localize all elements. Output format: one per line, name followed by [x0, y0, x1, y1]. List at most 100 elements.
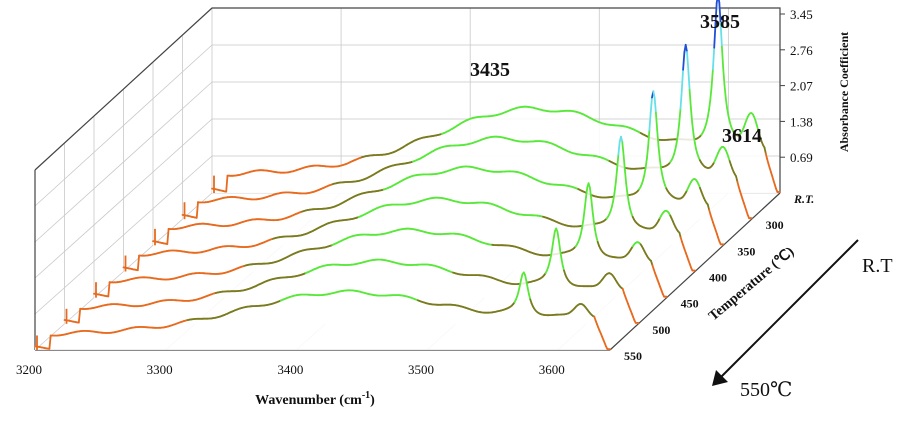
- temperature-tick-label: 450: [681, 297, 699, 311]
- series-line-segment: [552, 230, 556, 240]
- series-550: [34, 271, 611, 351]
- series-line-segment: [579, 226, 583, 235]
- series-line-segment: [718, 1, 722, 24]
- series-400: [122, 135, 696, 272]
- series-line-segment: [714, 2, 718, 25]
- series-line-segment: [710, 68, 714, 88]
- temperature-tick-label: 400: [709, 271, 727, 285]
- series-line-segment: [705, 116, 709, 124]
- series-line-segment: [679, 89, 683, 110]
- series-line-segment: [735, 175, 739, 183]
- series-line-segment: [560, 257, 564, 267]
- series-line-segment: [524, 274, 528, 283]
- series-line-segment: [712, 46, 716, 71]
- temperature-tick-label: 550: [624, 349, 642, 363]
- series-line-segment: [649, 96, 653, 114]
- series-line-segment: [644, 157, 648, 169]
- series-line-segment: [556, 231, 560, 242]
- x-tick-label: 3400: [277, 362, 303, 377]
- z-axis-label: Absorbance Coefficient: [837, 32, 851, 152]
- series-line-segment: [620, 135, 624, 144]
- z-tick-label: 3.45: [790, 7, 813, 22]
- series-450: [93, 182, 668, 298]
- x-axis-label-close: ): [370, 393, 375, 408]
- series-line-segment: [518, 278, 522, 287]
- series-line-segment: [721, 45, 725, 69]
- series-line-segment: [642, 174, 646, 182]
- series-line-segment: [690, 107, 694, 124]
- series-line-segment: [686, 51, 690, 71]
- series-line-segment: [658, 157, 662, 170]
- series-line-segment: [166, 227, 170, 245]
- series-line-segment: [661, 174, 665, 183]
- series-line-segment: [557, 239, 561, 251]
- temperature-tick-label: 500: [652, 323, 670, 337]
- series-line-segment: [77, 307, 82, 324]
- series-line-segment: [655, 111, 659, 132]
- temperature-arrow-head: [712, 370, 728, 386]
- series-line-segment: [727, 114, 731, 123]
- series-line-segment: [708, 99, 712, 111]
- series-line-segment: [646, 144, 650, 160]
- z-tick-label: 1.38: [790, 114, 813, 129]
- series-line-segment: [627, 201, 631, 210]
- series-line-segment: [561, 264, 565, 272]
- series-line-segment: [719, 22, 723, 48]
- series-line-segment: [612, 191, 616, 202]
- temperature-tick-label: 350: [737, 244, 755, 258]
- tick-labels: 3200 3300 3400 3500 3600 0.69 1.38 2.07 2.76 3.45…: [16, 7, 814, 377]
- series-line-segment: [684, 43, 688, 53]
- series-line-segment: [585, 186, 589, 199]
- x-axis-label: Wavenumber (cm-1): [255, 390, 375, 408]
- series-line-segment: [225, 174, 229, 193]
- series-line-segment: [706, 109, 710, 119]
- z-tick-label: 2.76: [790, 43, 813, 58]
- series-line-segment: [680, 68, 684, 92]
- series-mask: [35, 272, 610, 350]
- series-line-segment: [48, 334, 52, 350]
- series-line-segment: [657, 145, 661, 160]
- x-axis-label-main: Wavenumber (cm: [255, 393, 362, 408]
- x-tick-label: 3500: [408, 362, 434, 377]
- series-line-segment: [763, 146, 767, 155]
- series-line-segment: [652, 90, 656, 99]
- z-tick-label: 2.07: [790, 79, 813, 94]
- arrow-end-label: 550℃: [740, 379, 792, 401]
- series-350: [152, 90, 725, 246]
- series-line-segment: [677, 122, 681, 136]
- series-line-segment: [678, 107, 682, 125]
- series-line-segment: [722, 67, 726, 87]
- series-line-segment: [592, 220, 596, 232]
- arrow-start-label: R.T: [862, 255, 893, 277]
- series-line-segment: [660, 167, 664, 177]
- series-line-segment: [559, 248, 563, 260]
- series-line-segment: [625, 182, 629, 196]
- series-line-segment: [611, 199, 615, 208]
- series-line-segment: [614, 168, 618, 184]
- series-line-segment: [583, 196, 587, 210]
- series-line-segment: [589, 186, 593, 200]
- series-line-segment: [675, 133, 679, 145]
- series-line-segment: [691, 121, 695, 135]
- series-group: [34, 0, 781, 351]
- series-line-segment: [550, 246, 554, 257]
- x-axis-label-sup: -1: [362, 390, 370, 401]
- series-line-segment: [195, 201, 199, 219]
- temperature-arrow: [719, 239, 859, 379]
- x-tick-label: 3200: [16, 362, 42, 377]
- series-line-segment: [693, 141, 697, 150]
- series-line-segment: [709, 85, 713, 101]
- series-line-segment: [715, 0, 719, 4]
- series-line-segment: [624, 169, 628, 185]
- series-500: [63, 227, 640, 324]
- series-line-segment: [621, 141, 625, 157]
- series-line-segment: [622, 154, 626, 172]
- series-line-segment: [136, 254, 141, 272]
- series-line-segment: [551, 237, 555, 249]
- series-line-segment: [692, 133, 696, 144]
- x-tick-label: 3300: [147, 362, 173, 377]
- temperature-tick-label: R.T.: [793, 192, 814, 206]
- series-line-segment: [674, 142, 678, 151]
- series-line-segment: [643, 167, 647, 177]
